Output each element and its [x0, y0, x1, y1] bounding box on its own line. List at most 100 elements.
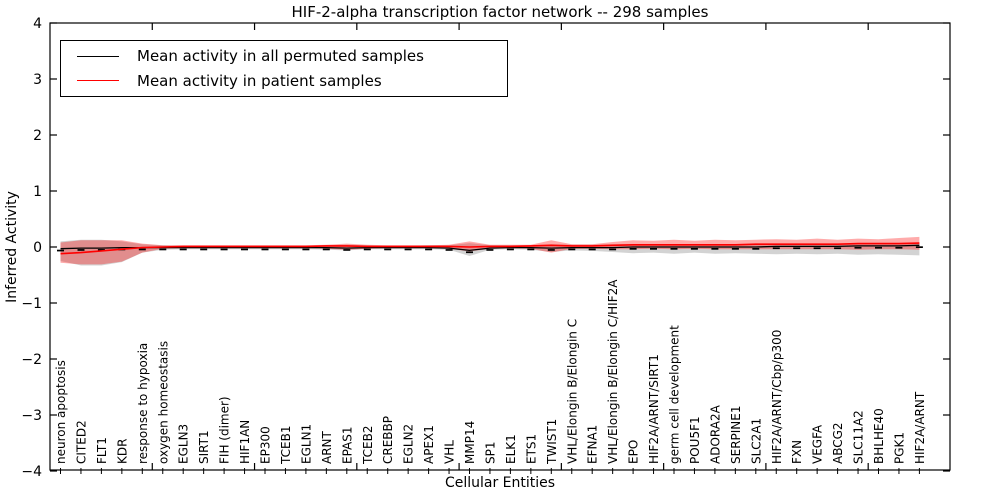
permuted-dash-marker [445, 249, 453, 251]
y-axis-title: Inferred Activity [4, 191, 20, 303]
x-tick-label: EGLN3 [177, 424, 191, 464]
permuted-dash-marker [834, 247, 842, 250]
permuted-dash-marker [752, 248, 760, 250]
patient-confidence-band [60, 236, 920, 265]
permuted-dash-marker [772, 247, 780, 250]
x-tick-label: FLT1 [95, 437, 109, 464]
permuted-dash-marker [486, 249, 494, 251]
x-tick-label: EP300 [259, 426, 273, 464]
y-tick-label: 1 [33, 184, 42, 200]
x-tick-label: TCEB2 [361, 426, 375, 465]
x-tick-label: SP1 [483, 442, 497, 465]
x-tick-label: ADORA2A [708, 404, 722, 464]
permuted-dash-marker [302, 248, 310, 251]
permuted-dash-marker [261, 248, 269, 251]
patient-line-swatch [77, 80, 119, 82]
permuted-dash-marker [547, 249, 555, 251]
x-tick-label: response to hypoxia [136, 343, 150, 464]
x-tick-label: EPO [627, 440, 641, 464]
x-tick-label: HIF2A/ARNT/SIRT1 [647, 354, 661, 464]
permuted-dash-marker [875, 246, 882, 249]
permuted-dash-marker [915, 246, 923, 248]
permuted-line-swatch [77, 55, 119, 57]
y-tick-label: 0 [33, 240, 42, 256]
permuted-dash-marker [895, 246, 903, 249]
x-tick-label: FIH (dimer) [218, 396, 232, 464]
chart-title: HIF-2-alpha transcription factor network… [291, 3, 709, 21]
x-tick-label: SERPINE1 [729, 405, 743, 464]
x-tick-label: HIF1AN [238, 420, 252, 464]
x-tick-label: CITED2 [75, 420, 89, 464]
y-tick-label: −4 [21, 464, 42, 480]
permuted-dash-marker [363, 248, 371, 251]
permuted-dash-marker [527, 248, 535, 251]
permuted-dash-marker [650, 248, 657, 250]
x-tick-label: POU5F1 [688, 416, 702, 464]
x-axis-title: Cellular Entities [444, 475, 556, 491]
permuted-dash-marker [179, 248, 187, 251]
x-tick-label: HIF2A/ARNT/Cbp/p300 [770, 330, 784, 464]
x-tick-label: ARNT [320, 430, 334, 464]
permuted-mean-line [60, 244, 920, 252]
permuted-dash-marker [813, 247, 821, 250]
permuted-dash-marker [588, 248, 596, 251]
permuted-dash-marker [711, 248, 719, 250]
x-tick-label: FXN [790, 440, 804, 464]
permuted-dash-marker [854, 246, 862, 249]
legend-entry-permuted: Mean activity in all permuted samples [61, 47, 507, 65]
permuted-dash-marker [200, 248, 208, 251]
x-tick-label: EFNA1 [586, 425, 600, 464]
x-tick-label: APEX1 [422, 425, 436, 464]
y-tick-label: 2 [33, 128, 42, 144]
x-tick-label: HIF2A/ARNT [913, 391, 927, 464]
x-tick-label: TWIST1 [545, 419, 559, 465]
x-tick-label: VHL/Elongin B/Elongin C [565, 319, 579, 464]
y-tick-label: 3 [33, 72, 42, 88]
permuted-dash-marker [568, 248, 576, 251]
x-tick-label: EGLN1 [299, 424, 313, 464]
permuted-dash-marker [343, 249, 351, 251]
permuted-dash-marker [159, 248, 167, 251]
permuted-dash-marker [670, 248, 678, 250]
x-tick-label: ABCG2 [831, 422, 845, 464]
legend-label-patient: Mean activity in patient samples [137, 71, 382, 90]
x-tick-label: BHLHE40 [872, 408, 886, 464]
y-tick-label: −3 [21, 408, 42, 424]
permuted-dash-marker [384, 248, 392, 251]
x-tick-label: SLC11A2 [852, 410, 866, 464]
x-tick-label: KDR [115, 439, 129, 464]
legend-label-permuted: Mean activity in all permuted samples [137, 47, 424, 66]
x-tick-label: CREBBP [381, 416, 395, 464]
x-tick-label: neuron apoptosis [54, 360, 68, 464]
legend-entry-patient: Mean activity in patient samples [61, 72, 507, 90]
permuted-dash-marker [241, 248, 248, 251]
x-tick-label: VEGFA [811, 424, 825, 464]
x-tick-label: VHL [443, 440, 457, 464]
x-tick-label: VHL/Elongin B/Elongin C/HIF2A [606, 279, 620, 464]
permuted-dash-marker [281, 248, 289, 251]
x-tick-label: SIRT1 [197, 430, 211, 464]
permuted-dash-marker [57, 249, 64, 252]
y-tick-label: −2 [21, 352, 42, 368]
patient-mean-line [60, 242, 920, 255]
x-tick-label: ELK1 [504, 434, 518, 464]
x-tick-label: ETS1 [524, 434, 538, 464]
permuted-dash-marker [425, 248, 433, 251]
x-tick-label: oxygen homeostasis [156, 341, 170, 464]
permuted-dash-marker [690, 248, 698, 250]
permuted-dash-marker [220, 248, 228, 251]
permuted-dash-marker [404, 248, 412, 251]
x-tick-label: SLC2A1 [749, 418, 763, 464]
x-tick-label: germ cell development [668, 325, 682, 464]
permuted-dash-marker [466, 251, 473, 254]
x-tick-label: TCEB1 [279, 426, 293, 465]
permuted-dash-marker [77, 249, 85, 251]
x-tick-label: EGLN2 [402, 424, 416, 464]
x-tick-label: PGK1 [892, 432, 906, 464]
legend: Mean activity in all permuted samples Me… [60, 40, 508, 97]
permuted-dash-marker [138, 248, 146, 251]
permuted-dash-marker [97, 249, 105, 251]
permuted-dash-marker [793, 247, 801, 250]
